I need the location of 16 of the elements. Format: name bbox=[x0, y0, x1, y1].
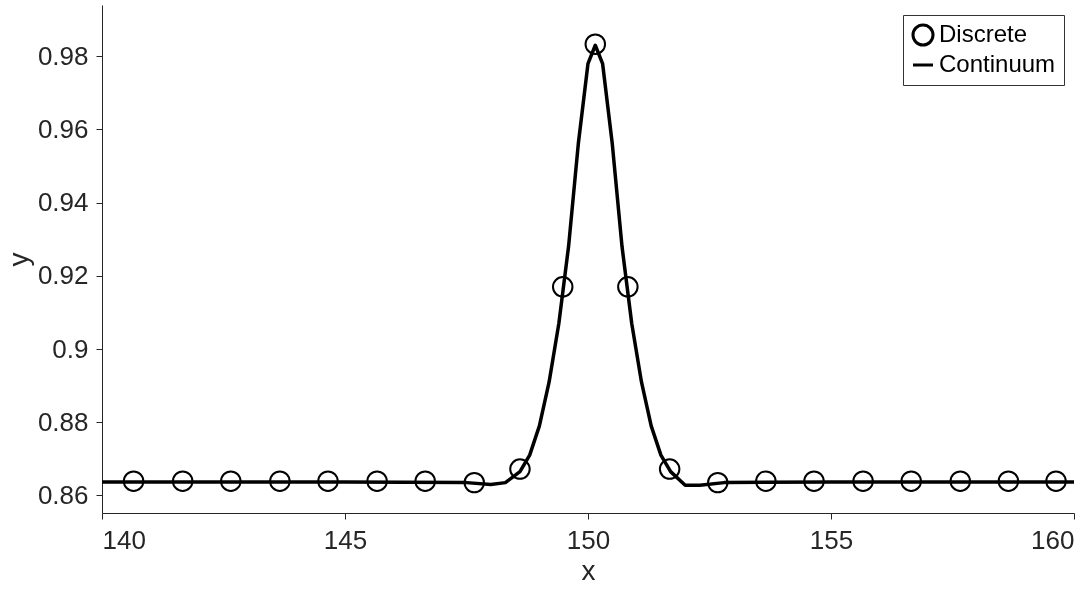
y-axis-title: y bbox=[2, 252, 34, 267]
y-tick-label: 0.9 bbox=[52, 333, 89, 364]
x-axis-title: x bbox=[581, 554, 596, 586]
y-tick-label: 0.96 bbox=[37, 113, 89, 144]
y-tick-label: 0.88 bbox=[37, 406, 89, 437]
legend-label: Discrete bbox=[939, 20, 1028, 47]
x-tick-label: 145 bbox=[323, 524, 368, 555]
y-tick-label: 0.94 bbox=[37, 187, 89, 218]
y-tick-label: 0.86 bbox=[37, 479, 89, 510]
x-tick-label: 150 bbox=[566, 524, 611, 555]
y-tick-label: 0.92 bbox=[37, 260, 89, 291]
x-tick-label: 140 bbox=[102, 524, 146, 555]
legend-label: Continuum bbox=[939, 50, 1056, 77]
y-tick-label: 0.98 bbox=[37, 40, 89, 71]
x-tick-label: 155 bbox=[809, 524, 854, 555]
x-tick-label: 160 bbox=[1031, 524, 1075, 555]
